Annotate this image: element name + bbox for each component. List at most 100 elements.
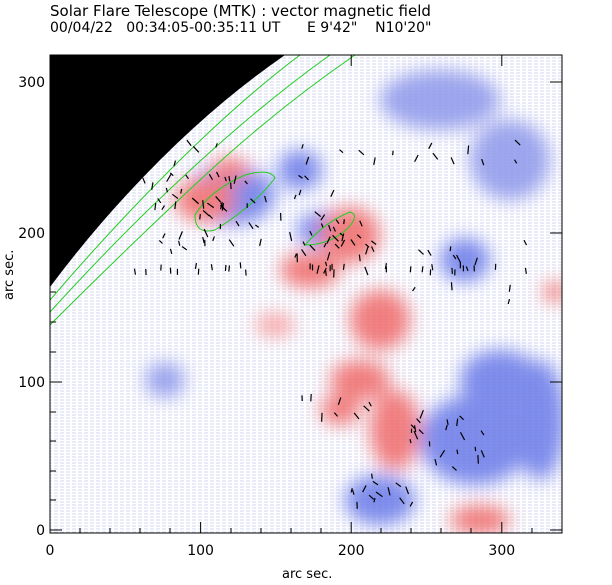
field-vector xyxy=(293,194,297,200)
field-vector xyxy=(250,198,256,204)
field-vector xyxy=(353,412,360,420)
field-vector xyxy=(459,415,465,421)
field-vector xyxy=(309,244,316,252)
field-vector xyxy=(339,232,344,237)
field-vector xyxy=(228,265,231,272)
field-vector xyxy=(202,200,205,209)
field-vector xyxy=(161,205,166,211)
field-vector xyxy=(248,222,254,230)
field-vector xyxy=(259,238,262,246)
field-vector xyxy=(233,175,237,184)
field-vector xyxy=(524,267,527,274)
field-vector xyxy=(446,419,449,425)
field-vector xyxy=(339,149,344,154)
negative-polarity-region xyxy=(470,120,550,200)
field-vector xyxy=(264,195,267,203)
field-vector xyxy=(341,233,345,242)
field-vector xyxy=(302,241,306,246)
field-vector xyxy=(456,254,462,263)
field-vector xyxy=(208,173,214,181)
field-vector xyxy=(228,239,235,247)
field-vector xyxy=(202,236,205,244)
field-vector xyxy=(133,268,137,275)
positive-polarity-region xyxy=(370,390,420,470)
field-vector xyxy=(191,197,200,205)
field-vector xyxy=(358,254,361,262)
positive-polarity-region xyxy=(210,158,250,182)
field-vector xyxy=(451,466,457,471)
field-vector xyxy=(173,160,176,167)
field-vector xyxy=(332,234,339,242)
negative-polarity-region xyxy=(515,360,562,480)
field-vector xyxy=(477,455,479,464)
field-vector xyxy=(174,201,177,210)
positive-polarity-region xyxy=(320,207,380,263)
field-vector xyxy=(413,430,419,440)
y-axis-label: arc sec. xyxy=(2,249,17,300)
x-tick-label: 0 xyxy=(46,543,55,559)
field-vector xyxy=(434,458,438,466)
field-vector xyxy=(439,449,446,458)
field-vector xyxy=(450,157,455,165)
field-vector xyxy=(304,175,309,181)
axis-ticks xyxy=(49,55,562,533)
field-vector xyxy=(215,196,222,203)
field-vector xyxy=(409,266,412,273)
field-vector xyxy=(356,234,362,239)
field-vector xyxy=(178,240,181,246)
field-vector xyxy=(362,485,367,493)
field-vector xyxy=(387,487,391,496)
field-vector xyxy=(154,202,157,211)
field-vector xyxy=(185,174,190,180)
field-vector xyxy=(215,143,218,148)
field-vector xyxy=(350,239,356,246)
x-tick-label: 200 xyxy=(338,543,365,559)
y-tick-label: 200 xyxy=(18,226,45,242)
field-vector xyxy=(333,412,339,417)
field-vector xyxy=(254,224,260,228)
field-vector xyxy=(326,236,331,244)
field-vector xyxy=(212,236,216,242)
field-vector xyxy=(514,139,521,146)
field-vector xyxy=(202,210,210,217)
field-vector xyxy=(157,198,162,204)
field-vector xyxy=(181,246,188,251)
field-vector xyxy=(326,251,331,261)
field-vector xyxy=(171,193,179,200)
field-vector xyxy=(332,226,336,232)
field-vector xyxy=(289,232,293,242)
field-vector xyxy=(328,224,332,232)
field-vector xyxy=(309,230,313,236)
field-vector xyxy=(210,264,213,271)
positive-polarity-region xyxy=(320,395,360,425)
field-vector xyxy=(450,282,453,291)
positive-polarity-region xyxy=(280,252,340,288)
field-vector xyxy=(364,266,369,276)
field-vector xyxy=(375,491,383,498)
field-vector xyxy=(421,266,424,273)
field-vector xyxy=(298,174,303,179)
negative-polarity-region xyxy=(345,475,415,525)
intensity-contour xyxy=(50,55,301,301)
field-vector xyxy=(523,239,528,246)
field-vector xyxy=(216,171,220,178)
field-vector xyxy=(427,249,432,256)
field-vector xyxy=(151,182,154,190)
field-vector xyxy=(340,239,346,247)
field-vector xyxy=(513,159,518,164)
field-vector xyxy=(244,180,248,185)
field-vector xyxy=(343,219,345,225)
field-vector xyxy=(221,203,225,211)
field-vector xyxy=(368,401,372,407)
field-vector xyxy=(368,494,375,500)
field-vector xyxy=(409,501,414,507)
positive-polarity-region xyxy=(450,505,510,533)
field-vector xyxy=(180,188,183,194)
field-vector xyxy=(465,266,469,272)
field-vector xyxy=(414,154,419,163)
field-vector xyxy=(481,158,485,166)
field-vector xyxy=(323,267,327,274)
field-vector xyxy=(351,489,355,495)
field-vector xyxy=(363,405,370,412)
